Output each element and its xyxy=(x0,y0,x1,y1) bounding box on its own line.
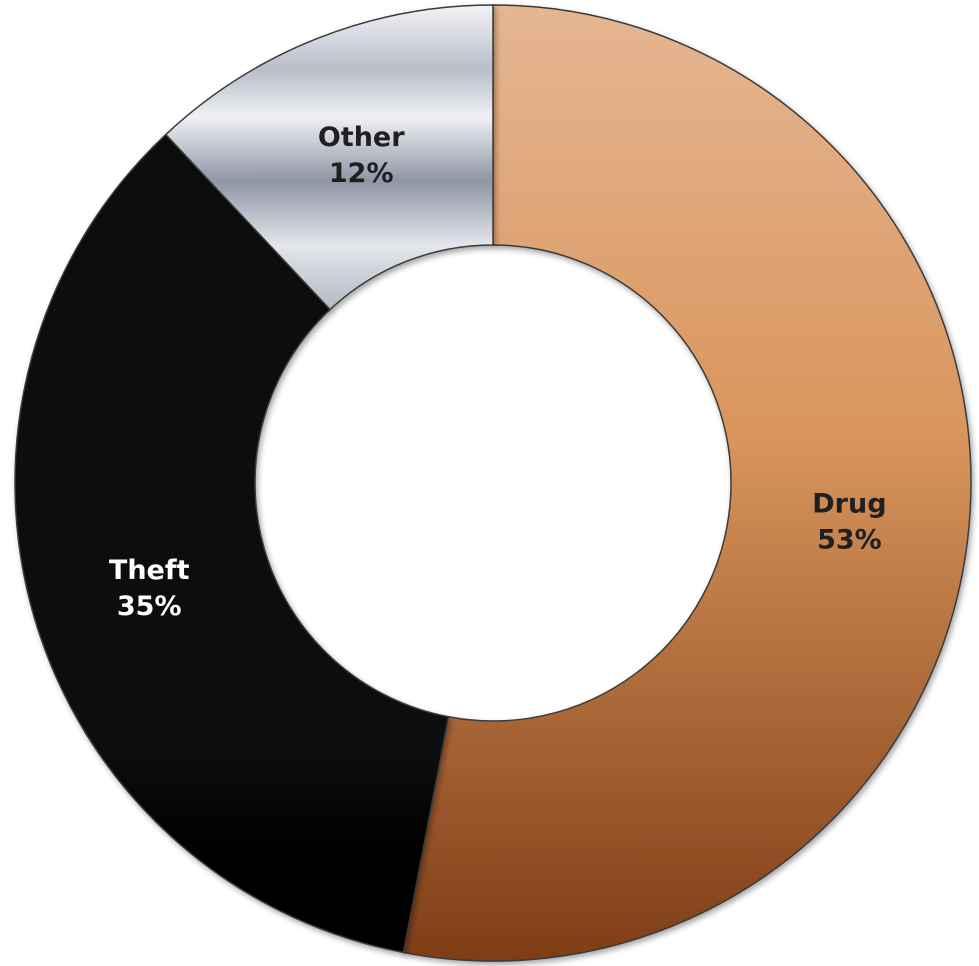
slice-drug xyxy=(402,4,972,962)
slice-label-other: Other xyxy=(318,122,405,153)
labels-layer: Drug 53% Theft 35% Other 12% xyxy=(109,122,887,622)
slice-other xyxy=(164,4,494,311)
slice-value-other: 12% xyxy=(329,158,394,189)
slice-value-theft: 35% xyxy=(117,591,182,622)
slices-layer xyxy=(14,4,972,962)
slice-theft xyxy=(14,133,450,954)
slice-label-drug: Drug xyxy=(812,489,886,520)
slice-value-drug: 53% xyxy=(817,525,882,556)
slice-label-theft: Theft xyxy=(109,555,190,586)
